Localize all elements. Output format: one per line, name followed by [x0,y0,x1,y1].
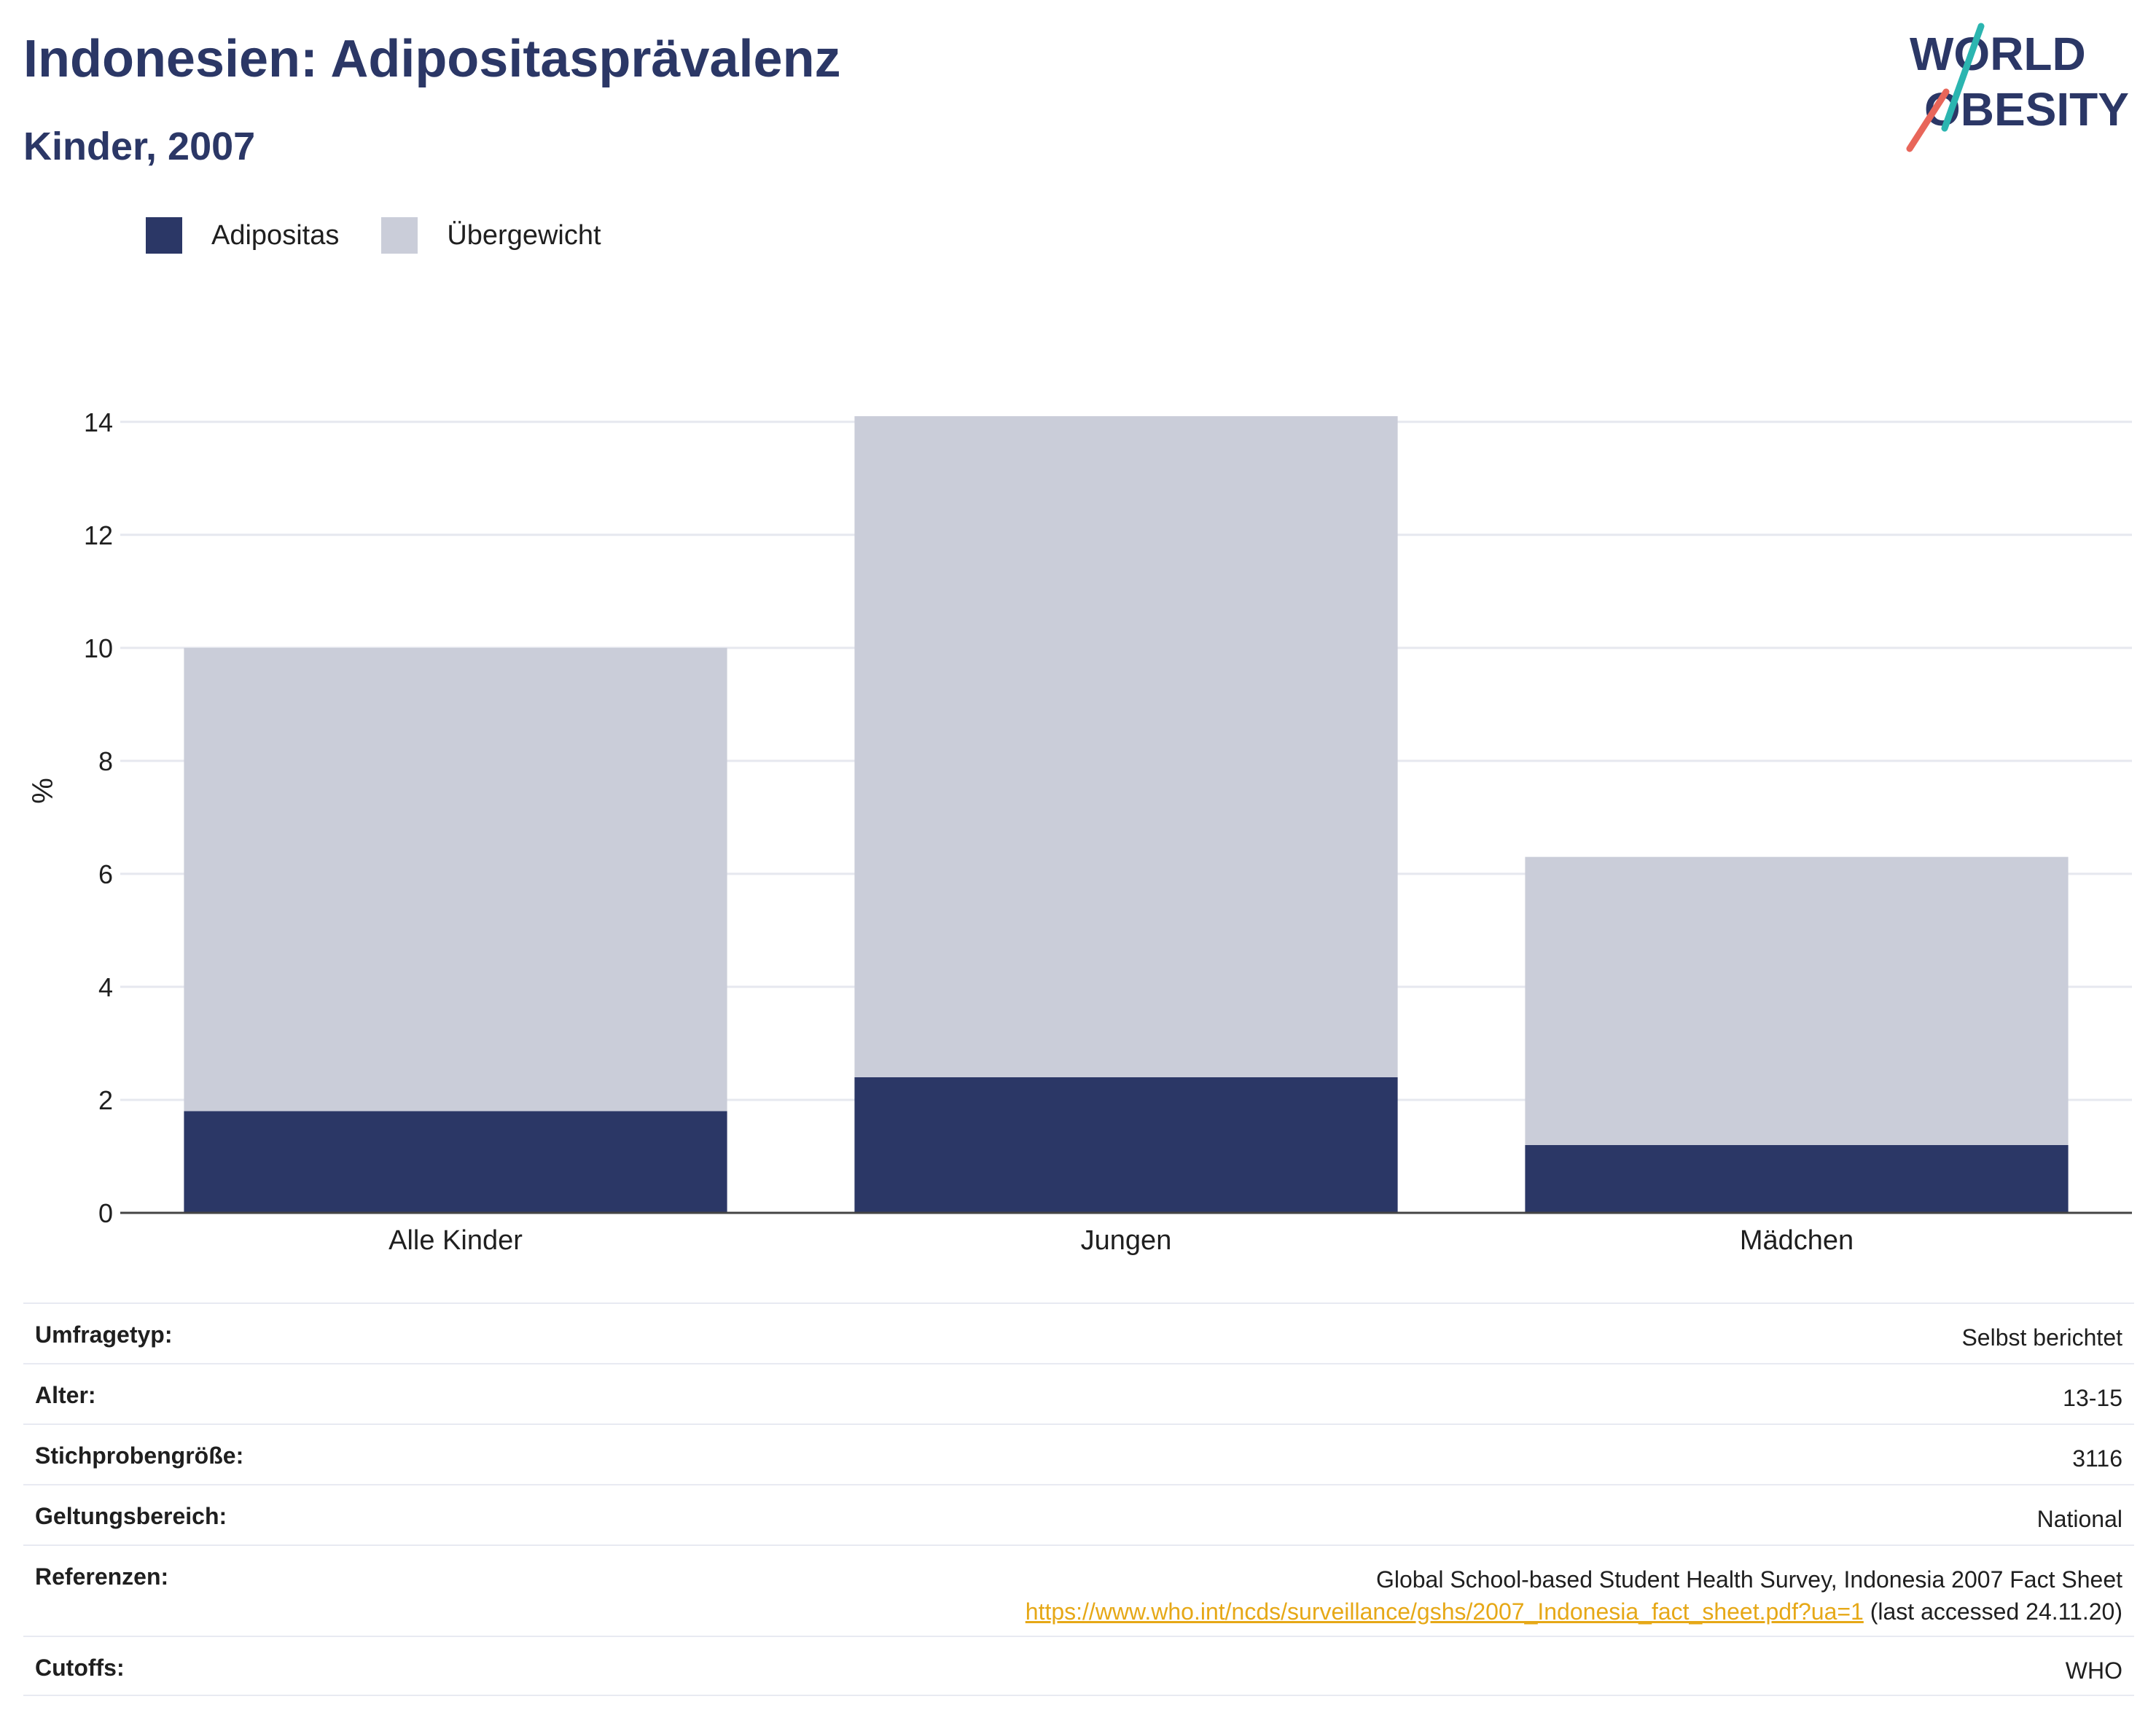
reference-link[interactable]: https://www.who.int/ncds/surveillance/gs… [1025,1598,1864,1625]
y-tick-label: 0 [98,1198,113,1228]
info-value-sample-size: 3116 [2072,1445,2122,1472]
y-tick-label: 6 [98,859,113,889]
info-value-scope: National [2036,1506,2122,1532]
y-tick-label: 8 [98,746,113,776]
legend-item-uebergewicht[interactable]: Übergewicht [381,217,601,254]
info-key-age: Alter: [35,1382,96,1408]
y-tick-label: 2 [98,1085,113,1115]
info-key-sample-size: Stichprobengröße: [35,1442,244,1469]
y-tick-label: 14 [84,407,113,437]
legend-swatch-adipositas [146,217,182,254]
info-value-references: Global School-based Student Health Surve… [1026,1563,2122,1628]
x-tick-label: Jungen [1081,1225,1172,1256]
logo-slash-bottom [1906,88,1950,152]
info-row-scope: Geltungsbereich: National [23,1484,2134,1544]
bar-uebergewicht [184,647,727,1112]
info-key-references: Referenzen: [35,1563,169,1590]
info-row-cutoffs: Cutoffs: WHO [23,1636,2134,1696]
info-value-survey-type: Selbst berichtet [1961,1324,2122,1351]
bar-uebergewicht [1525,856,2069,1145]
info-value-age: 13-15 [2063,1385,2122,1411]
y-tick-label: 4 [98,972,113,1002]
bar-adipositas [1525,1144,2069,1213]
world-obesity-logo: WORLD OBESITY [1906,23,2129,152]
legend-item-adipositas[interactable]: Adipositas [146,217,339,254]
bar-chart: 0 2 4 6 8 10 12 14% Alle Kinder Jungen Mädchen [27,407,2132,1256]
logo-slash-top [1941,23,1985,132]
info-key-cutoffs: Cutoffs: [35,1655,125,1681]
info-row-references: Referenzen: Global School-based Student … [23,1544,2134,1636]
info-row-age: Alter: 13-15 [23,1363,2134,1423]
legend-swatch-uebergewicht [381,217,418,254]
y-axis-title: % [27,778,59,804]
bar-adipositas [854,1077,1398,1213]
logo-text-world: WORLD [1910,28,2086,80]
x-tick-label: Alle Kinder [388,1225,523,1256]
info-key-survey-type: Umfragetyp: [35,1321,173,1348]
info-row-survey-type: Umfragetyp: Selbst berichtet [23,1303,2134,1363]
info-key-scope: Geltungsbereich: [35,1503,227,1529]
legend-label-adipositas: Adipositas [211,219,340,251]
chart-subtitle: Kinder, 2007 [23,125,256,168]
info-value-cutoffs: WHO [2065,1657,2122,1684]
bar-uebergewicht [854,416,1398,1077]
info-row-sample-size: Stichprobengröße: 3116 [23,1423,2134,1484]
legend-label-uebergewicht: Übergewicht [447,219,601,251]
survey-info-table: Umfragetyp: Selbst berichtet Alter: 13-1… [23,1303,2134,1696]
y-tick-label: 12 [84,520,113,550]
chart-legend: Adipositas Übergewicht [146,217,644,254]
reference-accessed-note: (last accessed 24.11.20) [1863,1598,2122,1625]
reference-title: Global School-based Student Health Surve… [1375,1566,2122,1593]
bar-adipositas [184,1111,727,1213]
x-tick-label: Mädchen [1740,1225,1854,1256]
chart-title: Indonesien: Adipositasprävalenz [23,30,841,88]
y-tick-label: 10 [84,633,113,663]
